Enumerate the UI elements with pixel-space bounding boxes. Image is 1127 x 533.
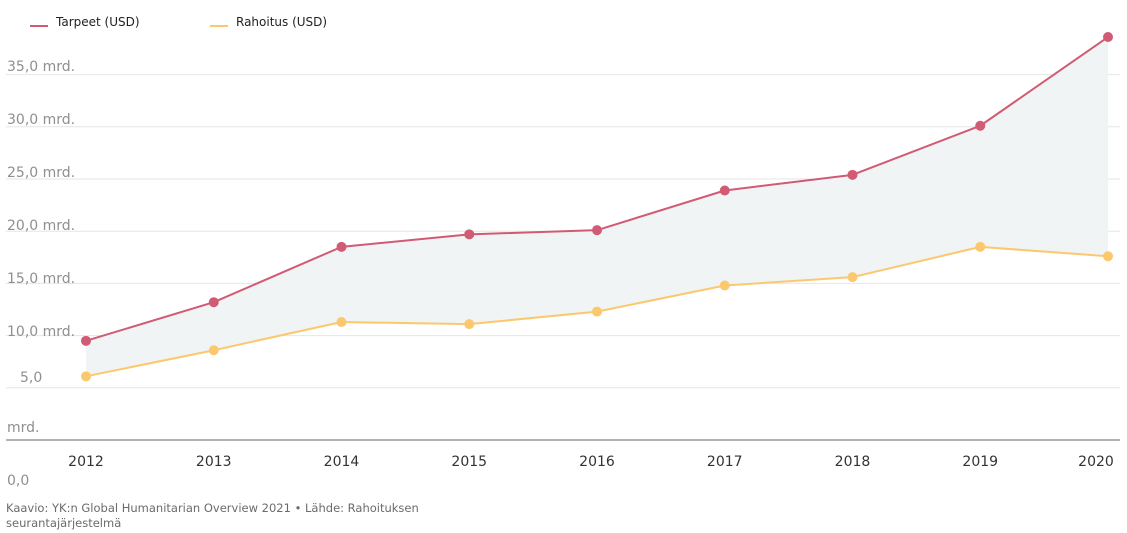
y-tick-label-0: 0,0 [7,473,29,489]
y-tick-label-10: 10,0 mrd. [7,324,75,340]
y-tick-label-35: 35,0 mrd. [7,59,75,75]
gap-area [86,37,1108,377]
legend-swatch-tarpeet [30,25,48,27]
x-tick-label-2012: 2012 [68,454,104,470]
y-unit-label: mrd. [7,420,39,436]
y-tick-label-25: 25,0 mrd. [7,165,75,181]
x-tick-label-2020: 2020 [1078,454,1114,470]
data-point-1-2019 [975,241,986,252]
data-point-0-2016 [592,225,602,236]
data-point-0-2019 [975,120,986,131]
line-chart: 0,0 5,0 10,0 mrd. 15,0 mrd. 20,0 mrd. 25,0 mr… [6,32,1120,489]
data-point-0-2020 [1103,32,1113,43]
y-tick-label-30: 30,0 mrd. [7,112,75,128]
data-point-0-2018 [847,169,858,180]
data-point-1-2020 [1103,251,1113,262]
y-tick-label-20: 20,0 mrd. [7,218,75,234]
data-point-1-2015 [464,319,475,330]
legend-swatch-rahoitus [210,25,228,27]
x-tick-label-2015: 2015 [451,454,487,470]
data-point-1-2017 [719,280,730,291]
data-point-1-2018 [847,272,858,283]
y-tick-label-15: 15,0 mrd. [7,271,75,287]
data-point-1-2016 [592,306,602,317]
data-point-1-2012 [81,371,91,382]
data-point-0-2014 [336,241,347,252]
data-point-0-2013 [208,297,219,308]
legend-label-tarpeet: Tarpeet (USD) [56,15,140,29]
data-point-0-2012 [81,335,91,346]
x-tick-label-2014: 2014 [324,454,360,470]
y-tick-label-5: 5,0 [20,370,42,386]
data-point-0-2015 [464,229,475,240]
data-point-0-2017 [719,185,730,196]
legend-label-rahoitus: Rahoitus (USD) [236,15,328,29]
x-tick-label-2017: 2017 [707,454,743,470]
x-tick-label-2019: 2019 [962,454,998,470]
data-point-1-2013 [208,345,219,356]
x-tick-label-2013: 2013 [196,454,232,470]
x-tick-label-2016: 2016 [579,454,615,470]
x-tick-label-2018: 2018 [835,454,871,470]
chart-caption: Kaavio: YK:n Global Humanitarian Overvie… [6,501,419,530]
data-point-1-2014 [336,317,347,328]
